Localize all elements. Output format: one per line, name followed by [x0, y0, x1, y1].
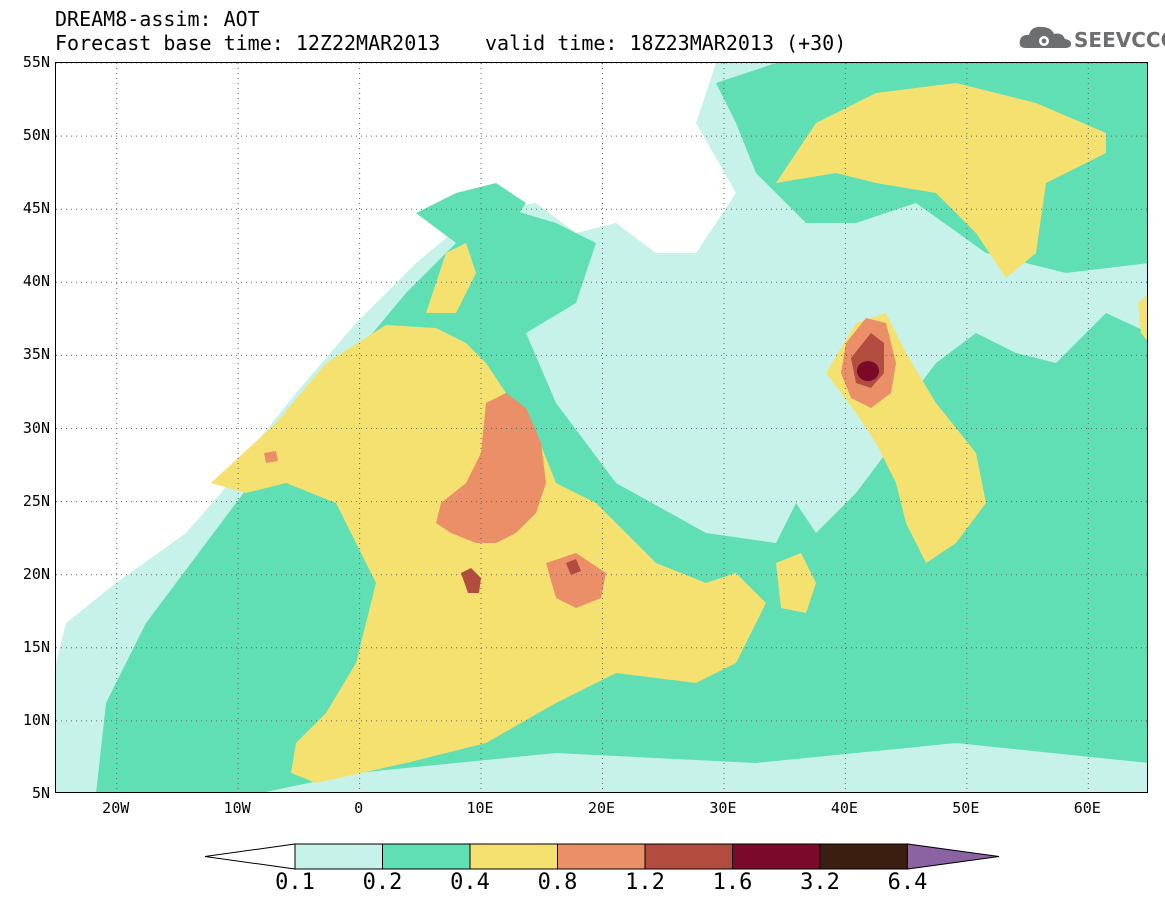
x-tick-label: 20W	[102, 799, 130, 817]
forecast-base-time: Forecast base time: 12Z22MAR2013	[55, 31, 441, 55]
x-tick-label: 60E	[1073, 799, 1101, 817]
y-tick-label: 30N	[22, 418, 50, 437]
aot-map	[56, 63, 1147, 792]
x-tick-label: 0	[354, 799, 364, 817]
logo-text: SEEVCCC	[1074, 28, 1165, 52]
colorbar-tick-label: 0.1	[275, 870, 315, 895]
colorbar-swatch	[557, 843, 646, 870]
y-tick-label: 45N	[22, 199, 50, 218]
y-tick-label: 50N	[22, 126, 50, 145]
x-tick-label: 50E	[952, 799, 980, 817]
colorbar-tick-label: 0.4	[450, 870, 490, 895]
cloud-gear-icon	[1019, 26, 1072, 48]
valid-time: valid time: 18Z23MAR2013 (+30)	[485, 31, 847, 55]
colorbar-tick-label: 0.8	[537, 870, 578, 895]
colorbar-swatch	[469, 843, 558, 870]
x-tick-label: 30E	[709, 799, 737, 817]
aot-contour-0.4	[211, 83, 1147, 783]
y-tick-label: 35N	[22, 345, 50, 364]
colorbar-swatch	[732, 843, 821, 870]
colorbar-tick-label: 1.6	[712, 870, 753, 895]
y-tick-label: 55N	[22, 53, 50, 71]
x-tick-label: 20E	[587, 799, 616, 817]
y-tick-label: 15N	[22, 637, 50, 656]
y-tick-label: 20N	[22, 564, 50, 583]
y-tick-label: 5N	[31, 784, 50, 802]
x-tick-label: 10E	[466, 799, 494, 817]
colorbar-swatch	[382, 843, 471, 870]
colorbar-over-triangle	[907, 843, 1000, 870]
colorbar-swatch	[644, 843, 733, 870]
y-tick-label: 25N	[22, 491, 50, 510]
x-tick-label: 10W	[223, 799, 251, 817]
gridlines	[56, 63, 1147, 792]
y-tick-label: 10N	[22, 710, 50, 729]
colorbar-tick-label: 1.2	[625, 870, 665, 895]
x-tick-label: 40E	[830, 799, 858, 817]
colorbar-swatch	[819, 843, 908, 870]
colorbar-tick-label: 6.4	[887, 870, 928, 895]
colorbar-tick-label: 3.2	[800, 870, 840, 895]
chart-title: DREAM8-assim: AOT	[55, 7, 260, 31]
map-panel	[55, 62, 1148, 793]
seevccc-logo: SEEVCCC	[1018, 22, 1165, 62]
y-tick-label: 40N	[22, 272, 50, 291]
aot-contour-1.6	[857, 361, 879, 381]
colorbar-tick-label: 0.2	[362, 870, 403, 895]
colorbar-swatch	[294, 843, 383, 870]
colorbar	[205, 843, 1000, 870]
colorbar-under-triangle	[205, 843, 296, 870]
